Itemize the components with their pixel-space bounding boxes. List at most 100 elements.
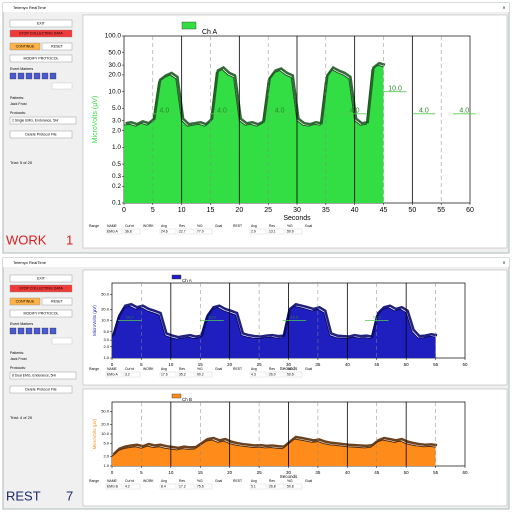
button[interactable] bbox=[9, 29, 73, 38]
area-line bbox=[123, 64, 384, 127]
event-marker[interactable] bbox=[33, 327, 41, 335]
event-marker[interactable] bbox=[33, 72, 41, 80]
button-label: RESET bbox=[51, 45, 64, 49]
goal-label: 10.0 bbox=[290, 315, 299, 320]
button[interactable] bbox=[9, 42, 41, 51]
x-tick-label: 60 bbox=[466, 207, 474, 214]
y-tick-label: 10.0 bbox=[108, 88, 121, 95]
event-marker[interactable] bbox=[49, 327, 57, 335]
stats-header: WORK bbox=[143, 479, 154, 483]
y-tick-label: 2.0 bbox=[103, 453, 109, 458]
area-fill bbox=[112, 306, 436, 358]
stats-header: %G bbox=[287, 224, 293, 228]
button[interactable] bbox=[9, 297, 41, 306]
x-tick-label: 35 bbox=[322, 207, 330, 214]
stats-cell bbox=[285, 371, 303, 378]
trial: Trial: 4 of 20 bbox=[10, 415, 33, 420]
event-marker[interactable] bbox=[17, 327, 25, 335]
stats-header: NAME bbox=[107, 479, 118, 483]
trial: Trial: 5 of 20 bbox=[10, 160, 33, 165]
stats-value: 35.2 bbox=[179, 372, 186, 376]
stats-cell bbox=[177, 228, 195, 235]
x-tick-label: 25 bbox=[257, 362, 263, 367]
stats-header: Avg bbox=[161, 367, 167, 371]
y-tick-label: 5.0 bbox=[103, 441, 109, 446]
stats-value: 90.2 bbox=[197, 372, 204, 376]
stats-value: 26.0 bbox=[269, 372, 276, 376]
area-line bbox=[111, 305, 436, 340]
goal-label: 4.0 bbox=[217, 108, 227, 115]
x-tick-label: 15 bbox=[198, 362, 204, 367]
stats-cell bbox=[123, 483, 141, 490]
button[interactable] bbox=[9, 19, 73, 28]
event-marker[interactable] bbox=[17, 72, 25, 80]
stats-value: 17.2 bbox=[179, 484, 186, 488]
protocol-select[interactable] bbox=[9, 116, 77, 125]
stats-value: 8.4 bbox=[161, 484, 166, 488]
button[interactable] bbox=[9, 309, 73, 318]
button-label: STOP COLLECTING DATA bbox=[19, 32, 63, 36]
stats-header: NAME bbox=[107, 224, 118, 228]
y-tick-label: 5.0 bbox=[103, 329, 109, 334]
stats-value: 50.6 bbox=[287, 372, 294, 376]
button[interactable] bbox=[9, 54, 73, 63]
stats-header: Avg bbox=[251, 479, 257, 483]
stats-value: 50.8 bbox=[287, 484, 294, 488]
x-tick-label: 5 bbox=[140, 470, 143, 475]
button[interactable] bbox=[9, 274, 73, 283]
y-tick-label: 0.1 bbox=[112, 200, 121, 207]
y-tick-label: 0.3 bbox=[112, 173, 121, 180]
button-label: RESET bbox=[51, 300, 64, 304]
stats-header: Avg bbox=[161, 224, 167, 228]
phase: WORK bbox=[6, 232, 47, 247]
x-axis-label: Seconds bbox=[283, 215, 311, 222]
y-tick-label: 3.0 bbox=[103, 337, 109, 342]
x-tick-label: 10 bbox=[168, 470, 174, 475]
y-tick-label: 1.0 bbox=[103, 355, 109, 360]
stats-header: %G bbox=[287, 479, 293, 483]
stats-header: %G bbox=[197, 367, 203, 371]
button[interactable] bbox=[9, 284, 73, 293]
y-tick-label: 20.0 bbox=[101, 421, 110, 426]
x-tick-label: 45 bbox=[374, 362, 380, 367]
stats-cell bbox=[285, 228, 303, 235]
phase-number: 7 bbox=[66, 488, 73, 503]
button[interactable] bbox=[9, 130, 73, 139]
close-button[interactable]: × bbox=[503, 5, 506, 11]
stats-cell bbox=[249, 371, 267, 378]
phase-number: 1 bbox=[66, 232, 73, 247]
legend-label: Ch B bbox=[182, 397, 192, 402]
stats-header: Goal bbox=[305, 367, 312, 371]
event-marker[interactable] bbox=[49, 72, 57, 80]
button-label: MODIFY PROTOCOL bbox=[23, 312, 58, 316]
stats-cell bbox=[159, 371, 177, 378]
stats-header: Range bbox=[89, 367, 99, 371]
protocol-select[interactable] bbox=[9, 371, 77, 380]
event-marker[interactable] bbox=[9, 327, 17, 335]
close-button[interactable]: × bbox=[503, 260, 506, 266]
event-marker[interactable] bbox=[25, 72, 33, 80]
stats-cell bbox=[249, 228, 267, 235]
y-tick-label: 20.0 bbox=[108, 72, 121, 79]
x-tick-label: 55 bbox=[433, 362, 439, 367]
stats-header: Avg bbox=[251, 367, 257, 371]
event-marker[interactable] bbox=[41, 327, 49, 335]
x-tick-label: 30 bbox=[286, 470, 292, 475]
stats-cell bbox=[105, 483, 123, 490]
marks-box bbox=[51, 82, 73, 90]
title-bar bbox=[3, 3, 509, 12]
protocol-name: 8 Dual EMG, Endurance, 5Hr bbox=[12, 373, 57, 377]
event-marker[interactable] bbox=[25, 327, 33, 335]
event-marker[interactable] bbox=[9, 72, 17, 80]
button[interactable] bbox=[41, 42, 73, 51]
x-axis-label: Seconds bbox=[280, 474, 298, 479]
y-tick-label: 50.0 bbox=[101, 409, 110, 414]
x-tick-label: 20 bbox=[227, 362, 233, 367]
x-tick-label: 25 bbox=[257, 470, 263, 475]
event-marker[interactable] bbox=[41, 72, 49, 80]
stats-header: %G bbox=[287, 367, 293, 371]
stats-header: Range bbox=[89, 224, 99, 228]
button[interactable] bbox=[9, 385, 73, 394]
x-tick-label: 30 bbox=[286, 362, 292, 367]
button[interactable] bbox=[41, 297, 73, 306]
